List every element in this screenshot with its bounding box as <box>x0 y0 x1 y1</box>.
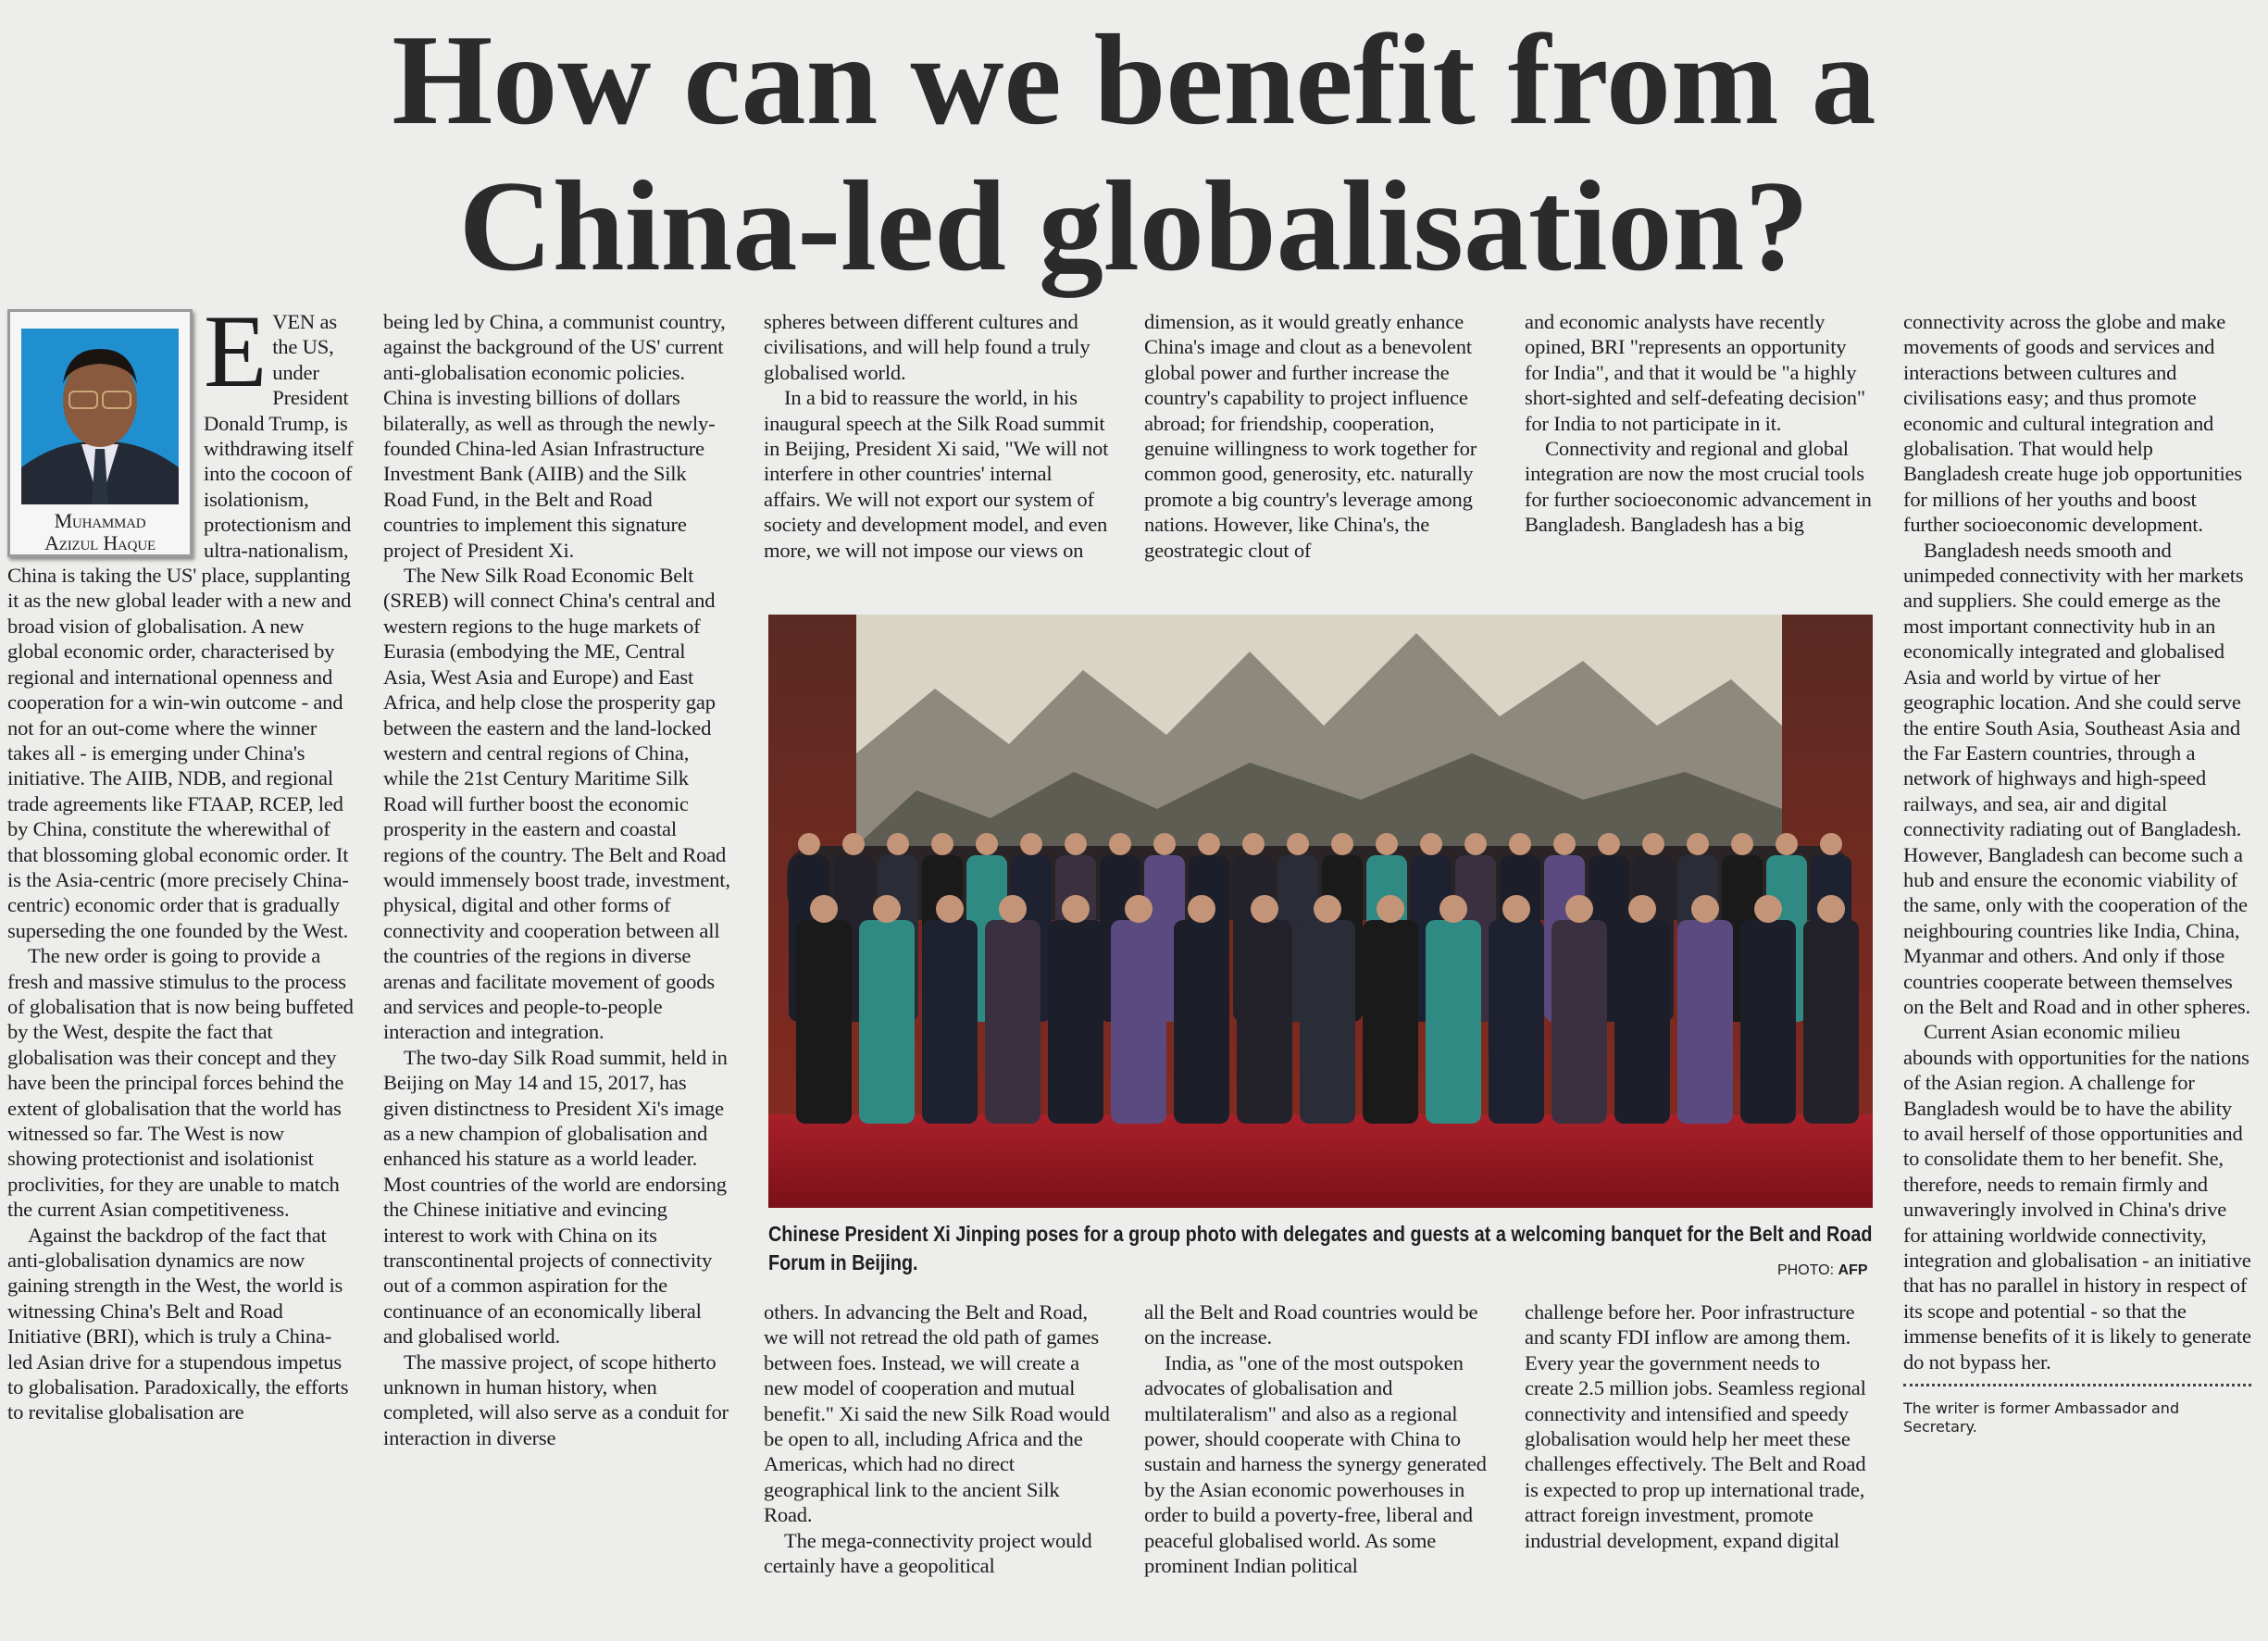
photo-person-head <box>1598 833 1620 855</box>
headline: How can we benefit from a China-led glob… <box>0 0 2268 305</box>
photo-person <box>1803 920 1859 1124</box>
photo-person-head <box>1817 895 1845 923</box>
article-column-2: being led by China, a communist country,… <box>383 309 731 1450</box>
paragraph: being led by China, a communist country,… <box>383 310 726 562</box>
author-box: Muhammad Azizul Haque <box>7 309 193 557</box>
photo-person-head <box>1628 895 1656 923</box>
photo-person <box>1300 920 1355 1124</box>
photo-person-head <box>873 895 901 923</box>
photo-person-head <box>1242 833 1265 855</box>
photo-person-head <box>810 895 838 923</box>
photo-person <box>985 920 1041 1124</box>
photo-person-head <box>931 833 953 855</box>
photo-person <box>1740 920 1796 1124</box>
photo-person-head <box>1198 833 1220 855</box>
photo-person <box>1426 920 1481 1124</box>
photo-person <box>1174 920 1229 1124</box>
paragraph: VEN as the US, under President Donald Tr… <box>7 310 354 942</box>
article-column-1: Muhammad Azizul Haque E VEN as the US, u… <box>7 294 355 1425</box>
photo-person <box>1551 920 1607 1124</box>
photo-person-head <box>1125 895 1153 923</box>
photo-person <box>1048 920 1103 1124</box>
paragraph: dimension, as it would greatly enhance C… <box>1144 310 1477 562</box>
paragraph: Connectivity and regional and global int… <box>1525 437 1872 537</box>
group-photo <box>768 615 1873 1208</box>
paragraph: connectivity across the globe and make m… <box>1903 310 2242 537</box>
paragraph: In a bid to reassure the world, in his i… <box>764 386 1109 562</box>
paragraph: The two-day Silk Road summit, held in Be… <box>383 1045 728 1349</box>
photo-person-head <box>1376 833 1398 855</box>
photo-person-head <box>1642 833 1664 855</box>
paragraph: The massive project, of scope hitherto u… <box>383 1349 729 1449</box>
photo-person-head <box>1331 833 1353 855</box>
photo-person-head <box>1439 895 1467 923</box>
photo-person-head <box>1020 833 1042 855</box>
photo-person <box>1363 920 1418 1124</box>
article-column-5-top: and economic analysts have recently opin… <box>1525 309 1873 538</box>
author-portrait <box>21 329 179 504</box>
photo-person-head <box>798 833 820 855</box>
photo-person-head <box>1565 895 1593 923</box>
photo-person-head <box>1065 833 1087 855</box>
photo-person-head <box>1553 833 1576 855</box>
paragraph: Current Asian economic milieu abounds wi… <box>1903 1020 2251 1374</box>
paragraph: The New Silk Road Economic Belt (SREB) w… <box>383 564 730 1044</box>
paragraph: others. In advancing the Belt and Road, … <box>764 1300 1110 1527</box>
photo-person-head <box>1062 895 1090 923</box>
photo-person <box>1614 920 1670 1124</box>
photo-person-head <box>1687 833 1709 855</box>
article-column-3-bottom: others. In advancing the Belt and Road, … <box>764 1299 1112 1578</box>
photo-person <box>1677 920 1733 1124</box>
photo-person-head <box>1464 833 1487 855</box>
photo-person <box>796 920 852 1124</box>
photo-person <box>859 920 915 1124</box>
paragraph: all the Belt and Road countries would be… <box>1144 1300 1478 1349</box>
photo-person-head <box>1287 833 1309 855</box>
photo-person-head <box>1251 895 1278 923</box>
photo-person <box>922 920 978 1124</box>
photo-person-head <box>1153 833 1176 855</box>
author-footnote: The writer is former Ambassador and Secr… <box>1903 1384 2251 1436</box>
drop-cap: E <box>204 294 268 409</box>
photo-person-head <box>1509 833 1531 855</box>
paragraph: Against the backdrop of the fact that an… <box>7 1223 349 1424</box>
photo-person-head <box>936 895 964 923</box>
article-column-3-top: spheres between different cultures and c… <box>764 309 1112 563</box>
photo-person-head <box>887 833 909 855</box>
paragraph: challenge before her. Poor infrastructur… <box>1525 1300 1866 1552</box>
photo-caption: Chinese President Xi Jinping poses for a… <box>768 1222 1873 1274</box>
photo-person-head <box>1691 895 1719 923</box>
headline-line-2: China-led globalisation? <box>458 155 1810 298</box>
article-column-4-bottom: all the Belt and Road countries would be… <box>1144 1299 1492 1578</box>
paragraph: The mega-connectivity project would cert… <box>764 1528 1092 1578</box>
headline-line-1: How can we benefit from a <box>392 8 1876 152</box>
paragraph: The new order is going to provide a fres… <box>7 944 354 1222</box>
photo-person-head <box>1314 895 1341 923</box>
paragraph: spheres between different cultures and c… <box>764 310 1090 384</box>
photo-person-head <box>1109 833 1131 855</box>
photo-person-head <box>1731 833 1753 855</box>
photo-person-head <box>1188 895 1215 923</box>
article-column-4-top: dimension, as it would greatly enhance C… <box>1144 309 1492 563</box>
photo-person <box>1237 920 1292 1124</box>
photo-person-head <box>1502 895 1530 923</box>
photo-person-head <box>842 833 865 855</box>
photo-credit: PHOTO: AFP <box>1777 1262 1868 1278</box>
paragraph: Bangladesh needs smooth and unimpeded co… <box>1903 538 2250 1018</box>
photo-person-head <box>1820 833 1842 855</box>
photo-person-head <box>999 895 1027 923</box>
photo-person-head <box>1420 833 1442 855</box>
author-name: Muhammad Azizul Haque <box>44 509 156 554</box>
photo-person-head <box>1754 895 1782 923</box>
photo-person <box>1111 920 1166 1124</box>
paragraph: India, as "one of the most outspoken adv… <box>1144 1350 1487 1578</box>
photo-person-head <box>1377 895 1404 923</box>
article-column-5-bottom: challenge before her. Poor infrastructur… <box>1525 1299 1873 1553</box>
photo-person-head <box>1776 833 1798 855</box>
photo-person-head <box>976 833 998 855</box>
photo-person <box>1489 920 1544 1124</box>
article-column-6: connectivity across the globe and make m… <box>1903 309 2251 1436</box>
paragraph: and economic analysts have recently opin… <box>1525 310 1865 435</box>
